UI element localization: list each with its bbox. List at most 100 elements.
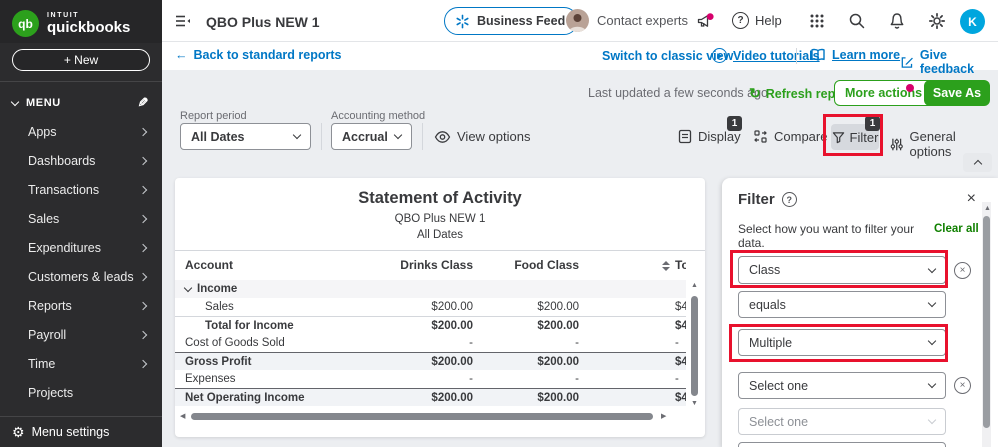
- table-row-net-operating-income[interactable]: Net Operating Income $200.00$200.00$400.…: [175, 388, 705, 406]
- report-period-label: Report period: [180, 110, 247, 122]
- sort-icon[interactable]: [662, 261, 670, 271]
- edit-menu-icon[interactable]: ✎: [137, 95, 149, 111]
- business-feed-button[interactable]: Business Feed: [444, 7, 578, 35]
- table-header-row: Account Drinks Class Food Class Total: [175, 252, 705, 278]
- controls-divider: [321, 123, 322, 150]
- table-row-gross-profit[interactable]: Gross Profit $200.00$200.00$400.00: [175, 352, 705, 370]
- table-divider: [175, 250, 705, 251]
- table-row-expenses[interactable]: Expenses ---: [175, 370, 705, 388]
- menu-header[interactable]: MENU ✎: [0, 82, 162, 117]
- filter-select-one-dropdown-disabled[interactable]: Select one: [738, 408, 946, 435]
- panel-scrollbar-thumb[interactable]: [983, 216, 990, 428]
- table-row-total-income[interactable]: Total for Income $200.00$200.00$400.00: [175, 316, 705, 334]
- filter-description: Select how you want to filter your data.: [738, 222, 924, 250]
- close-icon[interactable]: ×: [967, 190, 976, 208]
- sidebar-item-apps[interactable]: Apps: [0, 117, 162, 146]
- new-button[interactable]: + New: [12, 49, 150, 71]
- horizontal-scrollbar[interactable]: ◀ ▶: [175, 409, 687, 423]
- controls-divider: [422, 123, 423, 150]
- vertical-scrollbar-thumb[interactable]: [691, 296, 698, 396]
- bell-icon[interactable]: [888, 12, 906, 30]
- spark-icon: [455, 14, 470, 29]
- panel-scroll-up-arrow[interactable]: ▲: [984, 205, 991, 212]
- column-account[interactable]: Account: [175, 258, 367, 272]
- sidebar-item-customers-leads[interactable]: Customers & leads: [0, 262, 162, 291]
- sidebar-item-expenditures[interactable]: Expenditures: [0, 233, 162, 262]
- collapse-menu-icon[interactable]: [174, 12, 192, 30]
- chevron-right-icon: [139, 301, 147, 309]
- back-arrow-icon: ←: [175, 48, 188, 62]
- help-icon: ?: [732, 12, 749, 29]
- column-drinks-class[interactable]: Drinks Class: [367, 258, 475, 272]
- view-options-button[interactable]: View options: [434, 129, 530, 144]
- chevron-right-icon: [139, 156, 147, 164]
- logo-badge-text: qb: [18, 17, 33, 31]
- filter-operator-dropdown[interactable]: equals: [738, 291, 946, 318]
- sidebar-item-reports[interactable]: Reports: [0, 291, 162, 320]
- page-title: QBO Plus NEW 1: [206, 14, 320, 30]
- chevron-down-icon: [928, 416, 936, 424]
- compare-button[interactable]: Compare: [753, 129, 827, 144]
- table-row-sales[interactable]: Sales $200.00$200.00$400.00: [175, 298, 705, 316]
- gear-icon[interactable]: [928, 12, 946, 30]
- column-food-class[interactable]: Food Class: [475, 258, 581, 272]
- remove-filter-icon[interactable]: ×: [954, 377, 971, 394]
- eye-icon: [434, 130, 451, 144]
- back-to-standard-reports-link[interactable]: ← Back to standard reports: [175, 48, 341, 62]
- logo-wordmark: INTUIT quickbooks: [47, 12, 130, 36]
- display-badge: 1: [727, 116, 742, 131]
- sidebar-item-projects[interactable]: Projects: [0, 378, 162, 407]
- report-company: QBO Plus NEW 1: [175, 213, 705, 225]
- save-as-button[interactable]: Save As: [924, 80, 990, 106]
- chevron-right-icon: [139, 359, 147, 367]
- scroll-up-arrow[interactable]: ▲: [691, 282, 698, 289]
- scroll-down-arrow[interactable]: ▼: [691, 400, 698, 407]
- quickbooks-text: quickbooks: [47, 19, 130, 36]
- chevron-down-icon: [928, 264, 936, 272]
- help-button[interactable]: ? Help: [732, 12, 782, 29]
- scroll-left-arrow[interactable]: ◀: [180, 413, 185, 420]
- menu-settings[interactable]: ⚙ Menu settings: [0, 416, 162, 447]
- quickbooks-logo[interactable]: qb INTUIT quickbooks: [0, 0, 162, 43]
- filter-field-dropdown[interactable]: Class: [738, 256, 946, 284]
- report-title: Statement of Activity: [175, 189, 705, 208]
- video-tutorials-link[interactable]: ▶ Video tutorials: [712, 48, 820, 63]
- scroll-right-arrow[interactable]: ▶: [661, 413, 666, 420]
- clear-all-link[interactable]: Clear all: [934, 223, 979, 235]
- collapse-row-icon[interactable]: [184, 283, 192, 291]
- sidebar-item-sales[interactable]: Sales: [0, 204, 162, 233]
- give-feedback-link[interactable]: Give feedback: [900, 48, 998, 76]
- contact-experts[interactable]: Contact experts: [566, 9, 688, 32]
- display-button[interactable]: Display: [678, 129, 741, 144]
- accounting-method-dropdown[interactable]: Accrual: [331, 123, 412, 150]
- sidebar-item-time[interactable]: Time: [0, 349, 162, 378]
- table-row-income[interactable]: Income: [175, 280, 705, 298]
- book-icon: [810, 48, 826, 62]
- horizontal-scrollbar-thumb[interactable]: [191, 413, 653, 420]
- filter-value-dropdown[interactable]: Multiple: [738, 329, 946, 356]
- chevron-right-icon: [139, 185, 147, 193]
- scroll-to-top-button[interactable]: [963, 153, 992, 172]
- sidebar-item-transactions[interactable]: Transactions: [0, 175, 162, 204]
- topbar: QBO Plus NEW 1 Business Feed Contact exp…: [162, 0, 998, 42]
- report-period-dropdown[interactable]: All Dates: [180, 123, 311, 150]
- filter-dropdown-partial[interactable]: [738, 442, 946, 447]
- refresh-icon: ↻: [749, 85, 761, 102]
- sidebar-item-payroll[interactable]: Payroll: [0, 320, 162, 349]
- table-row-cogs[interactable]: Cost of Goods Sold ---: [175, 334, 705, 352]
- search-icon[interactable]: [848, 12, 866, 30]
- chevron-down-icon: [928, 299, 936, 307]
- gear-icon: ⚙: [12, 425, 25, 439]
- chevron-down-icon: [293, 131, 301, 139]
- info-icon[interactable]: ?: [782, 192, 797, 207]
- apps-grid-icon[interactable]: [808, 12, 826, 30]
- chevron-down-icon: [394, 131, 402, 139]
- remove-filter-icon[interactable]: ×: [954, 262, 971, 279]
- sidebar-item-dashboards[interactable]: Dashboards: [0, 146, 162, 175]
- chevron-down-icon: [11, 97, 19, 105]
- learn-more-link[interactable]: Learn more: [810, 48, 900, 62]
- filter-select-one-dropdown[interactable]: Select one: [738, 372, 946, 399]
- megaphone-icon[interactable]: [696, 12, 714, 30]
- chevron-right-icon: [139, 127, 147, 135]
- user-avatar[interactable]: K: [960, 9, 985, 34]
